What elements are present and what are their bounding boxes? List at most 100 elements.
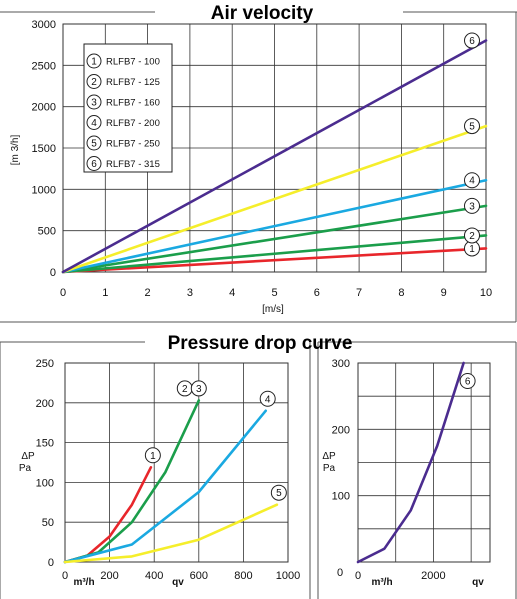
pressure-drop-series-3-marker: 3 bbox=[190, 380, 207, 397]
pressure-drop-y-tick-label: 0 bbox=[48, 557, 54, 569]
legend-item-number: 2 bbox=[91, 77, 97, 88]
pressure-drop-ylabel-unit: Pa bbox=[19, 463, 32, 474]
air-velocity-y-tick-label: 2500 bbox=[32, 60, 56, 72]
pressure-drop-large-x-tick-label: 0 bbox=[355, 570, 361, 582]
air-velocity-grid bbox=[62, 23, 487, 273]
pressure-drop-series-line bbox=[63, 409, 267, 564]
air-velocity-x-tick-label: 10 bbox=[480, 287, 492, 299]
air-velocity-series-line bbox=[61, 178, 488, 274]
air-velocity-xlabel: [m/s] bbox=[262, 304, 284, 315]
air-velocity-y-tick-label: 2000 bbox=[32, 102, 56, 114]
pressure-drop-series-line bbox=[63, 399, 201, 564]
air-velocity-y-tick-label: 500 bbox=[38, 226, 56, 238]
pressure-drop-grid bbox=[64, 362, 289, 563]
air-velocity-series-markers: 1 2 3 4 5 6 bbox=[464, 32, 480, 257]
air-velocity-x-tick-label: 7 bbox=[356, 287, 362, 299]
air-velocity-x-tick-label: 0 bbox=[60, 287, 66, 299]
pressure-drop-large-y-tick-label: 100 bbox=[332, 491, 350, 503]
legend-item-number: 5 bbox=[91, 139, 97, 150]
legend-item-label: RLFB7 - 100 bbox=[106, 57, 160, 68]
air-velocity-series-line bbox=[61, 234, 488, 274]
air-velocity-series-2-label: 2 bbox=[469, 231, 475, 242]
air-velocity-series-line bbox=[61, 39, 488, 274]
pressure-drop-series-5-marker: 5 bbox=[270, 484, 287, 501]
air-velocity-x-tick-label: 5 bbox=[271, 287, 277, 299]
pressure-drop-frame-right bbox=[317, 341, 517, 599]
legend-item-number: 6 bbox=[91, 159, 97, 170]
air-velocity-x-tick-label: 9 bbox=[441, 287, 447, 299]
legend-item-number: 3 bbox=[91, 98, 97, 109]
pressure-drop-series-3-label: 3 bbox=[196, 384, 202, 395]
pressure-drop-y-tick-label: 50 bbox=[42, 517, 54, 529]
air-velocity-series-6-marker: 6 bbox=[464, 32, 480, 49]
air-velocity-series-line bbox=[61, 204, 488, 274]
legend-item: 4 RLFB7 - 200 bbox=[86, 115, 160, 130]
legend-item-label: RLFB7 - 200 bbox=[106, 118, 160, 129]
legend-item: 1 RLFB7 - 100 bbox=[86, 53, 160, 69]
pressure-drop-large-series bbox=[356, 361, 465, 564]
pressure-drop-x-tick-label: 200 bbox=[100, 570, 118, 582]
air-velocity-series-3-label: 3 bbox=[469, 201, 475, 212]
air-velocity-ticks: 0 1 2 3 4 5 6 7 8 9 10 0 500 1000 1500 2000 2500 3000 bbox=[32, 19, 493, 299]
legend-item-label: RLFB7 - 315 bbox=[106, 159, 160, 170]
air-velocity-ylabel: [m 3/h] bbox=[10, 135, 21, 166]
pressure-drop-x-tick-label: 1000 bbox=[276, 570, 300, 582]
air-velocity-x-tick-label: 8 bbox=[398, 287, 404, 299]
pressure-drop-x-tick-label: 600 bbox=[190, 570, 208, 582]
air-velocity-x-tick-label: 3 bbox=[187, 287, 193, 299]
pressure-drop-large-y-tick-label: 300 bbox=[332, 358, 350, 370]
air-velocity-y-tick-label: 0 bbox=[50, 267, 56, 279]
legend-item: 3 RLFB7 - 160 bbox=[86, 94, 160, 110]
pressure-drop-large-series-markers: 6 bbox=[459, 373, 476, 389]
pressure-drop-title: Pressure drop curve bbox=[168, 333, 353, 354]
pressure-drop-series-2-marker: 2 bbox=[176, 380, 193, 397]
pressure-drop-series bbox=[63, 399, 279, 564]
air-velocity-series-1-label: 1 bbox=[469, 244, 475, 255]
legend-item-label: RLFB7 - 250 bbox=[106, 139, 160, 150]
pressure-drop-y-tick-label: 250 bbox=[36, 358, 54, 370]
legend-item-label: RLFB7 - 125 bbox=[106, 77, 160, 88]
pressure-drop-plot-area bbox=[64, 362, 289, 563]
pressure-drop-x-tick-label: 800 bbox=[234, 570, 252, 582]
pressure-drop-series-1-label: 1 bbox=[150, 451, 156, 462]
pressure-drop-series-markers: 12 345 bbox=[144, 380, 287, 501]
air-velocity-x-tick-label: 6 bbox=[314, 287, 320, 299]
pressure-drop-large-ylabel-symbol: ΔP bbox=[322, 451, 336, 462]
pressure-drop-large-ylabel-unit: Pa bbox=[323, 463, 336, 474]
air-velocity-series-6-label: 6 bbox=[469, 36, 475, 47]
air-velocity-series bbox=[61, 39, 488, 274]
air-velocity-series-line bbox=[61, 124, 488, 274]
pressure-drop-large-ticks: 0 2000 100 200 300 0 bbox=[332, 358, 446, 582]
pressure-drop-large-xlabel-unit: m³/h bbox=[371, 577, 392, 588]
air-velocity-series-line bbox=[61, 247, 488, 274]
pressure-drop-large-x-tick-label: 2000 bbox=[421, 570, 445, 582]
pressure-drop-x-tick-label: 400 bbox=[145, 570, 163, 582]
pressure-drop-frame-left bbox=[0, 341, 311, 599]
pressure-drop-xlabel-symbol: qv bbox=[172, 577, 184, 588]
pressure-drop-xlabel-unit: m³/h bbox=[73, 577, 94, 588]
pressure-drop-ylabel-symbol: ΔP bbox=[21, 451, 35, 462]
pressure-drop-large-series-line bbox=[356, 361, 465, 564]
pressure-drop-y-tick-label: 100 bbox=[36, 477, 54, 489]
pressure-drop-large-y-tick-label: 200 bbox=[332, 424, 350, 436]
air-velocity-x-tick-label: 1 bbox=[102, 287, 108, 299]
air-velocity-title: Air velocity bbox=[211, 3, 314, 24]
air-velocity-series-5-label: 5 bbox=[469, 122, 475, 133]
pressure-drop-series-5-label: 5 bbox=[276, 488, 282, 499]
pressure-drop-large-series-6-label: 6 bbox=[465, 377, 471, 388]
legend: 1 RLFB7 - 100 2 RLFB7 - 125 3 RLFB7 - 160 4 RLF… bbox=[83, 43, 173, 173]
legend-item-number: 4 bbox=[91, 118, 97, 129]
air-velocity-y-tick-label: 1500 bbox=[32, 143, 56, 155]
legend-item: 5 RLFB7 - 250 bbox=[86, 135, 160, 151]
pressure-drop-series-1-marker: 1 bbox=[144, 447, 161, 464]
air-velocity-y-tick-label: 3000 bbox=[32, 19, 56, 31]
legend-item: 6 RLFB7 - 315 bbox=[86, 156, 160, 171]
pressure-drop-series-line bbox=[63, 503, 279, 564]
legend-item: 2 RLFB7 - 125 bbox=[86, 74, 160, 89]
pressure-drop-series-4-marker: 4 bbox=[259, 390, 276, 407]
air-velocity-frame bbox=[0, 11, 517, 323]
pressure-drop-large-xlabel-symbol: qv bbox=[472, 577, 484, 588]
air-velocity-series-4-label: 4 bbox=[469, 176, 475, 187]
air-velocity-y-tick-label: 1000 bbox=[32, 184, 56, 196]
